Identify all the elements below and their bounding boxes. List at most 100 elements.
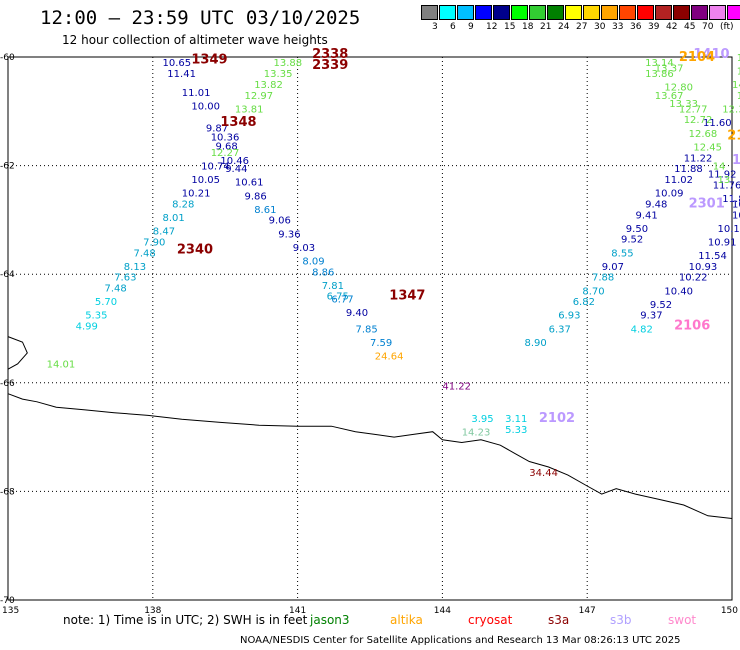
wave-height-label: 4.82 (631, 324, 653, 335)
wave-height-label: 7.90 (143, 237, 165, 248)
wave-height-label: 14 (713, 161, 726, 172)
wave-height-label: 5.70 (95, 297, 117, 308)
colorbar-tick-label: 12 (486, 22, 498, 32)
wave-height-label: 10.40 (664, 286, 693, 297)
wave-height-label: 8.13 (124, 262, 146, 273)
colorbar-swatch (619, 5, 636, 20)
map-frame (7, 56, 733, 601)
satellite-legend-item: cryosat (468, 613, 513, 627)
colorbar-tick-label: 39 (648, 22, 660, 32)
wave-height-label: 8.28 (172, 199, 194, 210)
lon-tick-label: 135 (2, 606, 19, 616)
pass-time-label: 2340 (177, 243, 213, 258)
wave-height-label: 5.33 (505, 425, 527, 436)
colorbar-tick-label: 9 (468, 22, 474, 32)
wave-height-label: 13.82 (254, 80, 283, 91)
wave-height-label: 7.48 (134, 248, 156, 259)
wave-height-label: 13.67 (655, 91, 684, 102)
colorbar-swatch (655, 5, 672, 20)
satellite-legend-item: swot (668, 613, 697, 627)
colorbar-swatch (493, 5, 510, 20)
wave-height-label: 13.33 (669, 99, 698, 110)
lon-tick-label: 141 (289, 606, 306, 616)
colorbar-tick-label: 33 (612, 22, 624, 32)
wave-height-label: 7.48 (105, 284, 127, 295)
wave-height-label: 9.06 (269, 216, 291, 227)
wave-height-label: 14.9 (737, 66, 740, 77)
wave-height-label: 11.01 (182, 88, 211, 99)
wave-height-label: 9.52 (621, 235, 643, 246)
wave-height-label: 13.35 (264, 69, 293, 80)
wave-height-label: 9.68 (216, 141, 238, 152)
wave-height-label: 8.09 (302, 256, 324, 267)
wave-height-label: 8.70 (582, 286, 604, 297)
wave-height-label: 6.82 (573, 297, 595, 308)
wave-height-label: 12.33 (722, 104, 740, 115)
wave-height-label: 5.35 (85, 311, 107, 322)
wave-height-label: 12.72 (684, 115, 713, 126)
pass-time-label: 2339 (312, 58, 348, 73)
colorbar-tick-label: 45 (684, 22, 696, 32)
colorbar-tick-label: 27 (576, 22, 588, 32)
wave-height-label: 10.09 (655, 189, 684, 200)
colorbar-swatch (439, 5, 456, 20)
colorbar-swatch (709, 5, 726, 20)
wave-height-label: 9.52 (650, 300, 672, 311)
wave-height-label: 8.61 (254, 205, 276, 216)
colorbar-swatch (565, 5, 582, 20)
wave-height-label: 11.76 (713, 180, 740, 191)
wave-height-label: 8.01 (163, 213, 185, 224)
wave-height-label: 9.40 (346, 308, 368, 319)
wave-height-label: 14.23 (462, 428, 491, 439)
wave-height-label: 11.88 (674, 164, 703, 175)
wave-height-label: 9.50 (626, 224, 648, 235)
colorbar-swatch (475, 5, 492, 20)
wave-height-label: 10.5 (732, 199, 740, 210)
colorbar-labels: 3 6 9 12 15 18 21 24 27 30 33 36 39 42 45 70 (ft) (421, 22, 740, 34)
lat-tick-label: -68 (0, 487, 15, 497)
wave-height-label: 14.01 (47, 360, 76, 371)
wave-height-label: 10.00 (191, 102, 220, 113)
wave-height-label: 9.36 (278, 229, 300, 240)
colorbar-tick-label: 3 (432, 22, 438, 32)
wave-height-label: 6.77 (331, 294, 353, 305)
wave-height-label: 9.44 (225, 164, 247, 175)
axis-tick-labels: 135 138 141 144 147 150-60-62-64-66-68-70 (0, 53, 738, 616)
wave-height-label: 12.80 (664, 83, 693, 94)
colorbar-unit-label: (ft) (720, 22, 734, 32)
wave-height-label: 10.93 (689, 262, 718, 273)
wave-height-label: 13.81 (235, 104, 264, 115)
colorbar-tick-label: 36 (630, 22, 642, 32)
map-subtitle: 12 hour collection of altimeter wave hei… (62, 33, 328, 47)
wave-height-label: 9.03 (293, 243, 315, 254)
wave-height-label: 9.07 (602, 262, 624, 273)
coastline-layer (7, 336, 733, 519)
colorbar-tick-label: 70 (702, 22, 714, 32)
wave-height-label: 3.11 (505, 414, 527, 425)
wave-height-label: 10.61 (235, 178, 264, 189)
colorbar-tick-label: 15 (504, 22, 516, 32)
wave-height-label: 11.92 (708, 170, 737, 181)
coast-fragment (7, 336, 28, 370)
satellite-legend-item: jason3 (310, 613, 350, 627)
wave-height-label: 7.81 (322, 281, 344, 292)
wave-height-label: 10.65 (163, 58, 192, 69)
wave-height-label: 11.83 (722, 194, 740, 205)
pass-time-label: 2102 (539, 411, 575, 426)
colorbar-swatch (727, 5, 740, 20)
footer-note: note: 1) Time is in UTC; 2) SWH is in fe… (63, 613, 308, 627)
pass-time-label: 2104 (679, 50, 715, 65)
wave-height-label: 6.37 (549, 324, 571, 335)
wave-height-label: 9.41 (636, 210, 658, 221)
wave-height-label: 13.88 (274, 58, 303, 69)
pass-time-label: 1348 (220, 115, 256, 130)
wave-height-label: 7.85 (356, 324, 378, 335)
colorbar-swatch (673, 5, 690, 20)
wave-height-label: 11.54 (698, 251, 727, 262)
wave-height-label: 10.15 (718, 224, 740, 235)
pass-time-label: 2103 (727, 129, 740, 144)
wave-height-label: 13 (718, 175, 731, 186)
wave-height-label: 10.74 (201, 161, 230, 172)
wave-height-label: 10.36 (211, 133, 240, 144)
